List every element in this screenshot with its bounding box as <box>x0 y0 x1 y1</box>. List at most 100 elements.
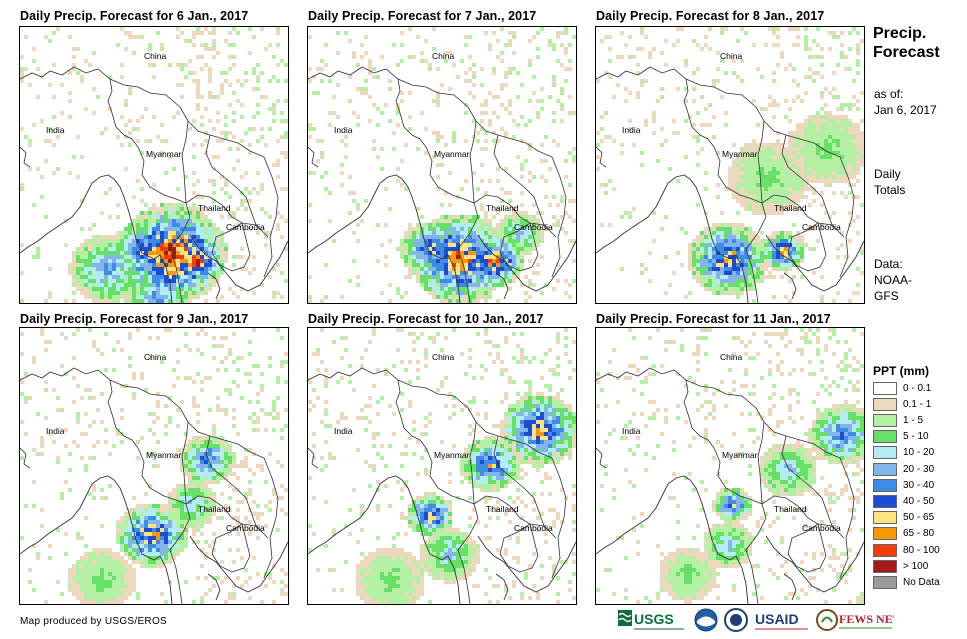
legend-item: > 100 <box>873 558 928 574</box>
place-label-cambodia: Cambodia <box>802 523 841 533</box>
legend-label: 1 - 5 <box>903 414 924 426</box>
place-label-india: India <box>622 125 641 135</box>
precip-map-4: China India Myanmar Thailand Cambodia <box>20 328 288 604</box>
place-label-myanmar: Myanmar <box>722 149 758 159</box>
legend-title: PPT (mm) <box>873 364 930 378</box>
panel-title-1: Daily Precip. Forecast for 6 Jan., 2017 <box>20 9 249 23</box>
data-line1: Data: <box>874 257 903 271</box>
place-label-cambodia: Cambodia <box>226 222 265 232</box>
usaid-logo-text: USAID <box>755 611 799 627</box>
legend-label: 40 - 50 <box>903 495 935 507</box>
legend-swatch <box>873 478 897 492</box>
place-label-thailand: Thailand <box>774 203 807 213</box>
map-panel-4: China India Myanmar Thailand Cambodia <box>19 327 289 605</box>
side-title-line1: Precip. <box>873 25 927 42</box>
legend-swatch <box>873 397 897 411</box>
legend-label: 5 - 10 <box>903 431 929 443</box>
place-label-myanmar: Myanmar <box>146 149 182 159</box>
usaid-logo: USAID <box>755 611 808 630</box>
legend-label: 0.1 - 1 <box>903 398 932 410</box>
usgs-logo: USGS <box>618 610 684 630</box>
as-of-value: Jan 6, 2017 <box>874 103 937 117</box>
place-label-india: India <box>334 426 353 436</box>
precip-map-5: China India Myanmar Thailand Cambodia <box>308 328 576 604</box>
map-panel-3: China India Myanmar Thailand Cambodia <box>595 26 865 304</box>
map-panel-5: China India Myanmar Thailand Cambodia <box>307 327 577 605</box>
legend-item: 40 - 50 <box>873 493 934 509</box>
place-label-myanmar: Myanmar <box>434 450 470 460</box>
as-of-label: as of: <box>874 87 904 101</box>
place-label-myanmar: Myanmar <box>434 149 470 159</box>
legend-item: No Data <box>873 574 940 590</box>
legend-label: 50 - 65 <box>903 512 935 524</box>
legend-item: 0 - 0.1 <box>873 380 931 396</box>
legend-label: > 100 <box>903 560 929 572</box>
place-label-cambodia: Cambodia <box>226 523 265 533</box>
place-label-india: India <box>622 426 641 436</box>
credit-text: Map produced by USGS/EROS <box>20 616 168 627</box>
place-label-thailand: Thailand <box>486 504 519 514</box>
precip-map-6: China India Myanmar Thailand Cambodia <box>596 328 864 604</box>
legend-label: No Data <box>903 576 940 588</box>
side-title-line2: Forecast <box>873 44 940 61</box>
legend-label: 0 - 0.1 <box>903 382 932 394</box>
place-label-china: China <box>144 352 166 362</box>
legend-item: 30 - 40 <box>873 477 934 493</box>
legend-swatch <box>873 462 897 476</box>
map-panel-6: China India Myanmar Thailand Cambodia <box>595 327 865 605</box>
noaa-logo <box>694 608 718 632</box>
legend-swatch <box>873 511 897 525</box>
place-label-india: India <box>46 125 65 135</box>
map-panel-1: China India Myanmar Thailand Cambodia <box>19 26 289 304</box>
panel-title-4: Daily Precip. Forecast for 9 Jan., 2017 <box>20 312 249 326</box>
legend-item: 0.1 - 1 <box>873 396 931 412</box>
daily-totals-note: Daily Totals <box>874 166 905 198</box>
fewsnet-logo-text: FEWS NET <box>839 612 894 626</box>
data-line3: GFS <box>874 289 899 303</box>
legend-item: 20 - 30 <box>873 461 934 477</box>
place-label-china: China <box>432 51 454 61</box>
legend-item: 50 - 65 <box>873 510 934 526</box>
place-label-india: India <box>334 125 353 135</box>
agency-logos: USGS USAID FEWS NET <box>618 605 894 635</box>
legend-item: 80 - 100 <box>873 542 940 558</box>
legend-swatch <box>873 446 897 460</box>
legend-swatch <box>873 430 897 444</box>
legend-item: 65 - 80 <box>873 526 934 542</box>
place-label-cambodia: Cambodia <box>514 222 553 232</box>
data-source: Data: NOAA- GFS <box>874 256 912 304</box>
legend-label: 30 - 40 <box>903 479 935 491</box>
commerce-seal <box>724 608 748 632</box>
precip-map-1: China India Myanmar Thailand Cambodia <box>20 27 288 303</box>
panel-title-5: Daily Precip. Forecast for 10 Jan., 2017 <box>308 312 544 326</box>
precip-map-2: China India Myanmar Thailand Cambodia <box>308 27 576 303</box>
data-line2: NOAA- <box>874 273 913 287</box>
legend-label: 20 - 30 <box>903 463 935 475</box>
place-label-india: India <box>46 426 65 436</box>
daily-line2: Totals <box>874 183 906 197</box>
panel-title-6: Daily Precip. Forecast for 11 Jan., 2017 <box>596 312 831 326</box>
place-label-thailand: Thailand <box>774 504 807 514</box>
legend-item: 10 - 20 <box>873 445 934 461</box>
legend-label: 65 - 80 <box>903 528 935 540</box>
legend-swatch <box>873 575 897 589</box>
place-label-china: China <box>432 352 454 362</box>
map-panel-2: China India Myanmar Thailand Cambodia <box>307 26 577 304</box>
legend-item: 1 - 5 <box>873 412 923 428</box>
place-label-thailand: Thailand <box>198 203 231 213</box>
place-label-china: China <box>144 51 166 61</box>
daily-line1: Daily <box>874 167 901 181</box>
legend-label: 10 - 20 <box>903 447 935 459</box>
precip-map-3: China India Myanmar Thailand Cambodia <box>596 27 864 303</box>
legend-swatch <box>873 381 897 395</box>
as-of-date: as of: Jan 6, 2017 <box>874 86 937 118</box>
legend-item: 5 - 10 <box>873 429 929 445</box>
legend-swatch <box>873 543 897 557</box>
place-label-cambodia: Cambodia <box>802 222 841 232</box>
fewsnet-logo: FEWS NET <box>816 609 894 631</box>
place-label-myanmar: Myanmar <box>722 450 758 460</box>
place-label-china: China <box>720 352 742 362</box>
place-label-thailand: Thailand <box>198 504 231 514</box>
legend-swatch <box>873 559 897 573</box>
panel-title-2: Daily Precip. Forecast for 7 Jan., 2017 <box>308 9 537 23</box>
